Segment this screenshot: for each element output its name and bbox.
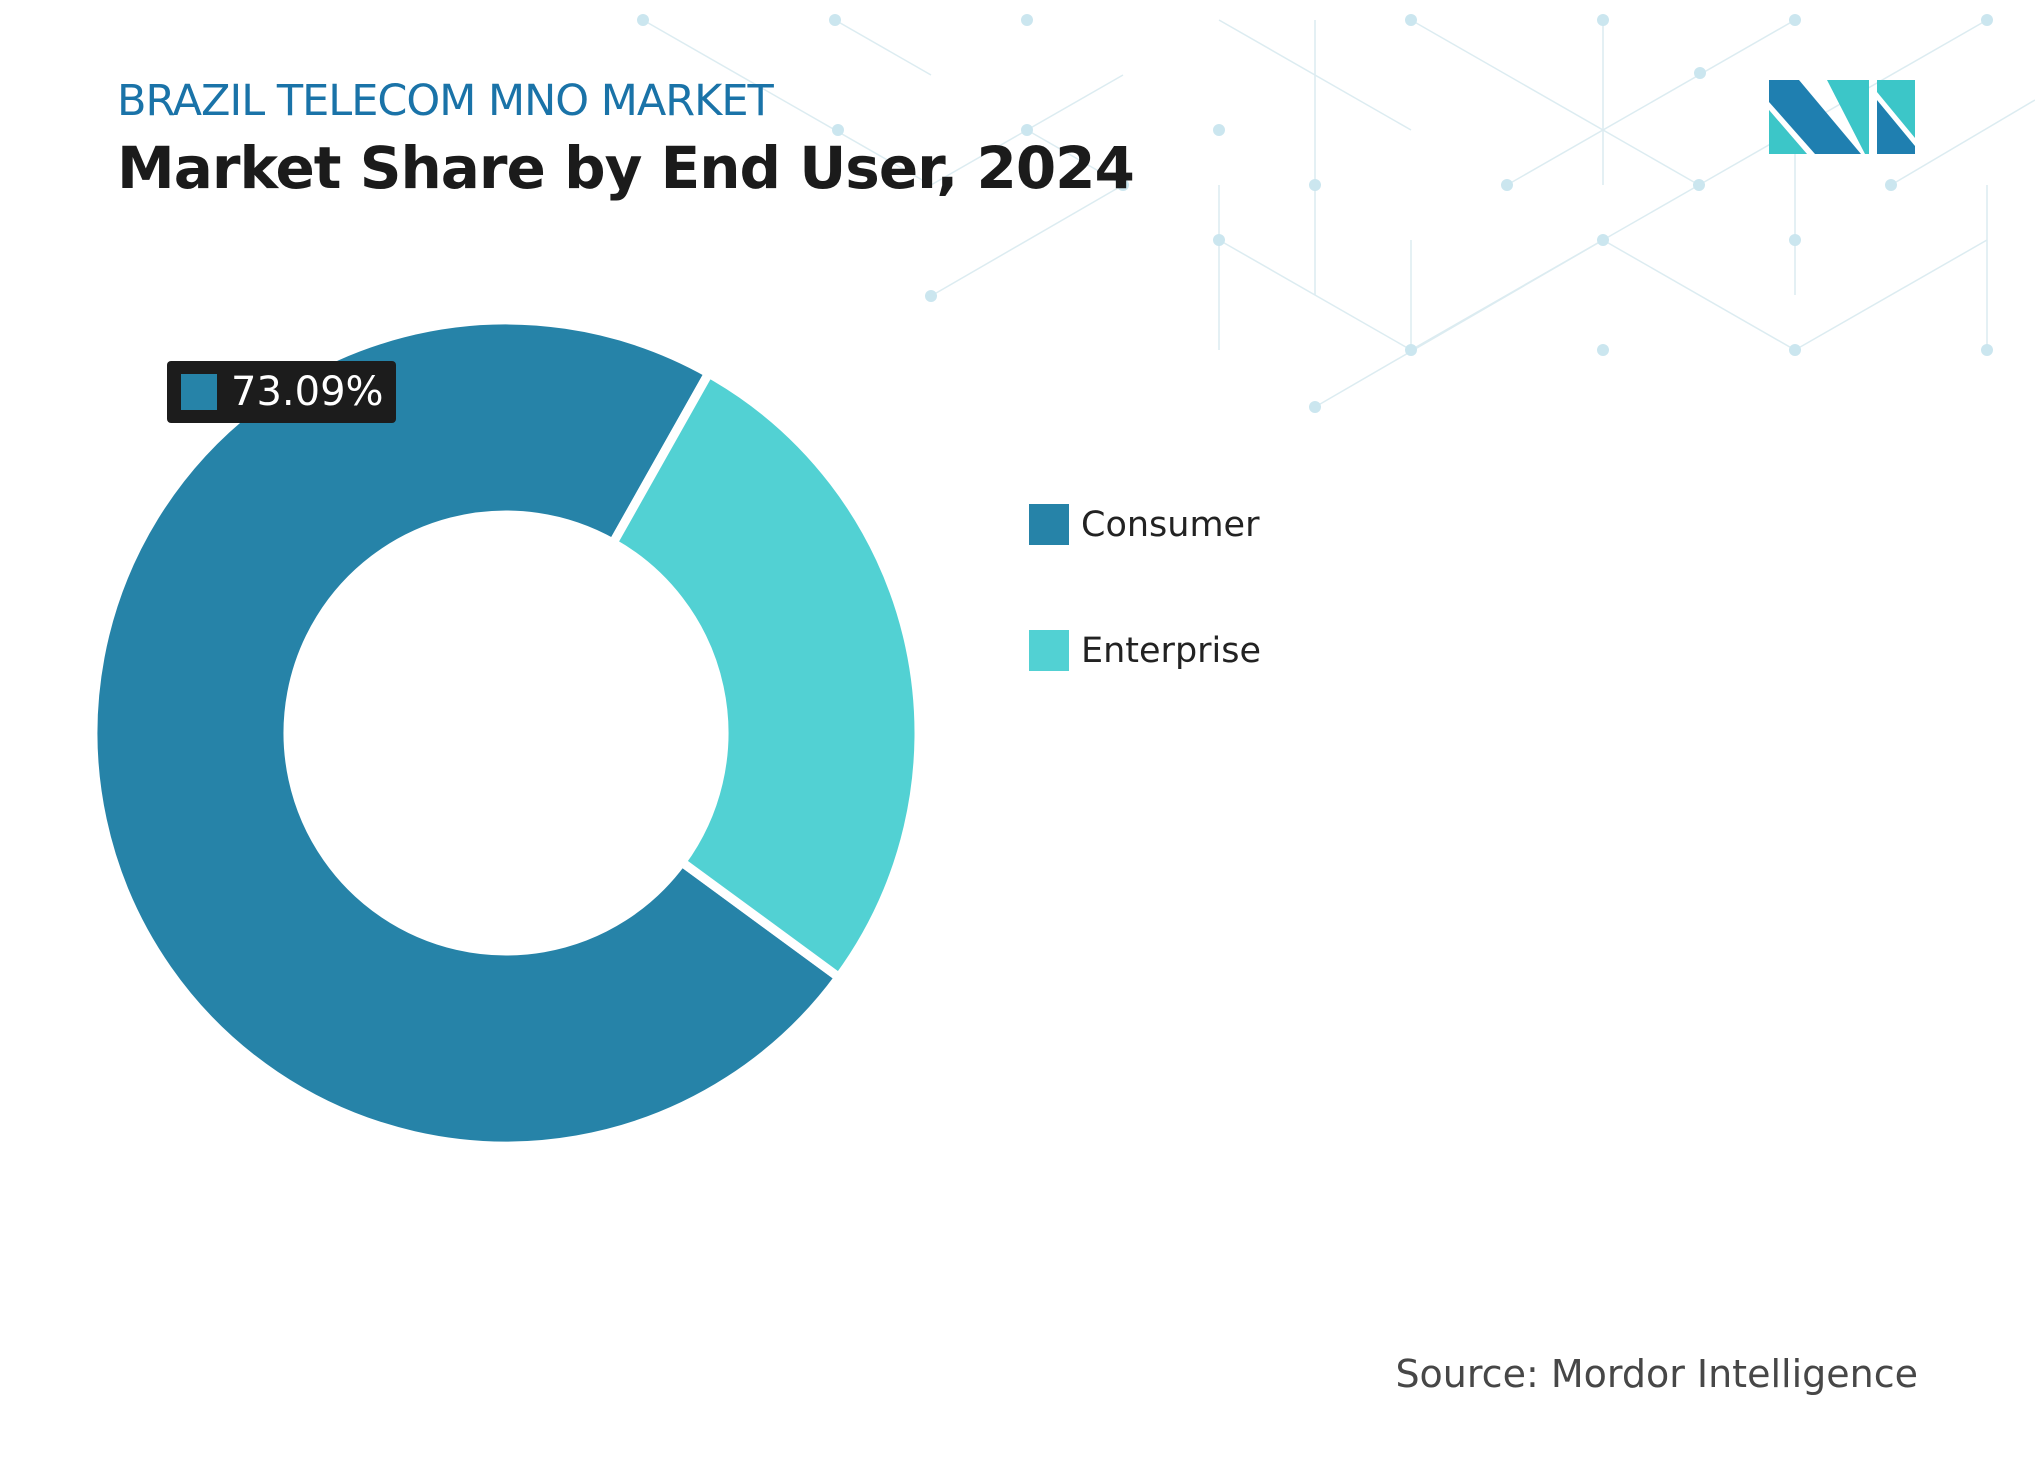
network-line	[1314, 239, 1604, 408]
network-line	[1602, 239, 1796, 351]
network-dot	[1789, 344, 1801, 356]
chart-title: Market Share by End User, 2024	[117, 134, 1135, 202]
network-dot	[1501, 179, 1513, 191]
network-line	[1794, 239, 1988, 351]
network-dot	[637, 14, 649, 26]
legend-item-consumer[interactable]: Consumer	[1029, 504, 1259, 545]
network-dot	[829, 14, 841, 26]
legend-item-enterprise[interactable]: Enterprise	[1029, 630, 1261, 671]
network-dot	[1309, 401, 1321, 413]
network-dot	[1885, 179, 1897, 191]
network-dot	[925, 290, 937, 302]
network-dot	[1981, 344, 1993, 356]
network-dot	[1981, 14, 1993, 26]
chart-kicker: BRAZIL TELECOM MNO MARKET	[117, 76, 774, 126]
network-line	[834, 19, 932, 76]
donut-slice-consumer	[88, 315, 846, 1151]
network-line	[1890, 99, 2035, 186]
legend-label: Consumer	[1081, 504, 1260, 545]
network-dot	[1309, 179, 1321, 191]
legend-swatch-enterprise	[1029, 630, 1069, 671]
network-dot	[1789, 234, 1801, 246]
network-dot	[1213, 124, 1225, 136]
network-dot	[1597, 234, 1609, 246]
network-line	[1026, 129, 1124, 186]
network-dot	[1789, 14, 1801, 26]
network-line	[930, 184, 1124, 297]
network-dot	[1117, 179, 1129, 191]
donut-slice-enterprise	[606, 367, 924, 984]
network-dot	[1021, 14, 1033, 26]
data-label-consumer: 73.09%	[167, 361, 396, 423]
network-dot	[1694, 67, 1706, 79]
network-line	[642, 19, 932, 186]
network-line	[1410, 19, 1700, 186]
data-label-swatch	[181, 374, 217, 410]
network-dot	[832, 124, 844, 136]
legend-label: Enterprise	[1081, 630, 1262, 671]
network-dot	[1405, 344, 1417, 356]
network-dot	[1405, 14, 1417, 26]
network-dot	[1597, 14, 1609, 26]
data-label-text: 73.09%	[231, 369, 384, 415]
source-note: Source: Mordor Intelligence	[1395, 1352, 1918, 1396]
network-dot	[1693, 179, 1705, 191]
mordor-intelligence-logo	[1769, 80, 1915, 154]
network-dot	[1597, 344, 1609, 356]
legend-swatch-consumer	[1029, 504, 1069, 545]
network-dot	[1021, 124, 1033, 136]
network-dot	[1213, 234, 1225, 246]
network-line	[1506, 19, 1796, 186]
